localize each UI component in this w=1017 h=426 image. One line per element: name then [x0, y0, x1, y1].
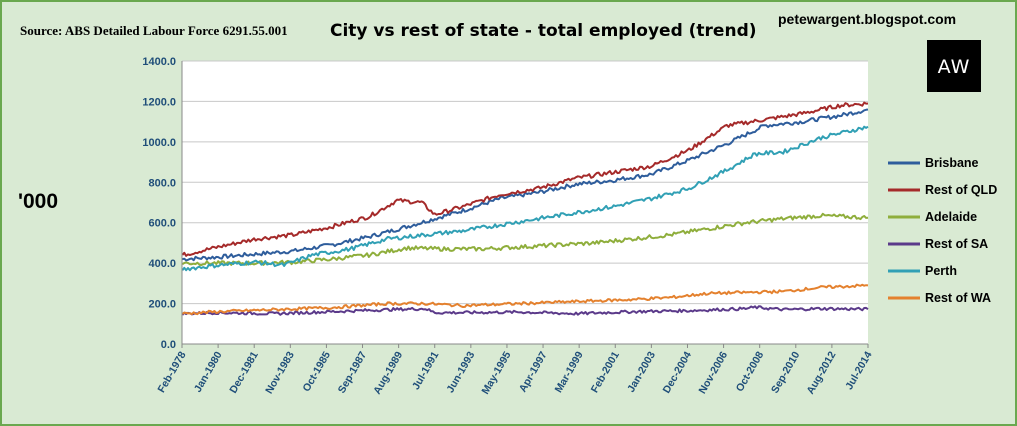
legend-label: Adelaide: [925, 210, 977, 224]
logo-text: AW: [938, 56, 971, 78]
legend: Brisbane Rest of QLD Adelaide Rest of SA Per…: [888, 156, 997, 305]
series-line: [181, 305, 869, 316]
legend-label: Brisbane: [925, 156, 979, 170]
x-tick-label: Feb-2001: [589, 349, 622, 395]
x-tick-label: Dec-1981: [227, 349, 261, 395]
blog-url: petewargent.blogspot.com: [778, 11, 956, 27]
x-tick-label: Jul-1991: [410, 349, 441, 392]
x-tick-label: Oct-1985: [300, 349, 333, 394]
y-tick-label: 200.0: [148, 299, 176, 311]
y-tick-label: 1200.0: [142, 96, 176, 108]
series-line: [181, 125, 869, 272]
x-tick-label: Sep-1987: [336, 349, 370, 395]
x-tick-label: Feb-1978: [155, 349, 188, 395]
y-tick-label: 1000.0: [142, 137, 176, 149]
legend-label: Rest of SA: [925, 237, 988, 251]
x-tick-label: Apr-1997: [517, 349, 550, 394]
legend-label: Rest of QLD: [925, 183, 997, 197]
x-tick-label: Jan-2003: [625, 349, 658, 394]
x-tick-label: May-1995: [480, 349, 514, 396]
plot-area: [182, 61, 868, 344]
y-axis-ticks: 0.0 200.0 400.0 600.0 800.0 1000.0 1200.0 1400.…: [142, 56, 176, 351]
x-tick-label: Oct-2008: [734, 349, 767, 394]
logo-badge: [927, 40, 981, 92]
x-tick-label: Sep-2010: [769, 349, 803, 395]
x-tick-label: Nov-2006: [696, 349, 730, 396]
source-note: Source: ABS Detailed Labour Force 6291.5…: [20, 23, 288, 38]
y-axis-unit: '000: [18, 190, 58, 213]
y-tick-label: 400.0: [148, 258, 176, 270]
x-tick-label: Jun-1993: [444, 349, 477, 395]
y-tick-label: 1400.0: [142, 56, 176, 68]
x-tick-label: Jul-2014: [843, 349, 874, 392]
y-tick-label: 600.0: [148, 218, 176, 230]
x-tick-label: Aug-2012: [804, 349, 838, 396]
x-tick-label: Dec-2004: [661, 349, 695, 395]
x-axis-ticks: Feb-1978 Jan-1980 Dec-1981 Nov-1983 Oct-1985…: [155, 344, 875, 396]
series-line: [181, 283, 869, 316]
y-tick-label: 0.0: [161, 339, 176, 351]
y-tick-label: 800.0: [148, 177, 176, 189]
legend-label: Perth: [925, 264, 957, 278]
x-tick-label: Nov-1983: [263, 349, 297, 396]
chart-title: City vs rest of state - total employed (…: [330, 21, 757, 41]
x-tick-label: Aug-1989: [371, 349, 405, 396]
series-line: [181, 101, 869, 257]
legend-label: Rest of WA: [925, 291, 991, 305]
series-lines: [181, 101, 869, 316]
x-tick-label: Mar-1999: [553, 349, 586, 395]
x-tick-label: Jan-1980: [192, 349, 225, 394]
series-line: [181, 212, 869, 267]
